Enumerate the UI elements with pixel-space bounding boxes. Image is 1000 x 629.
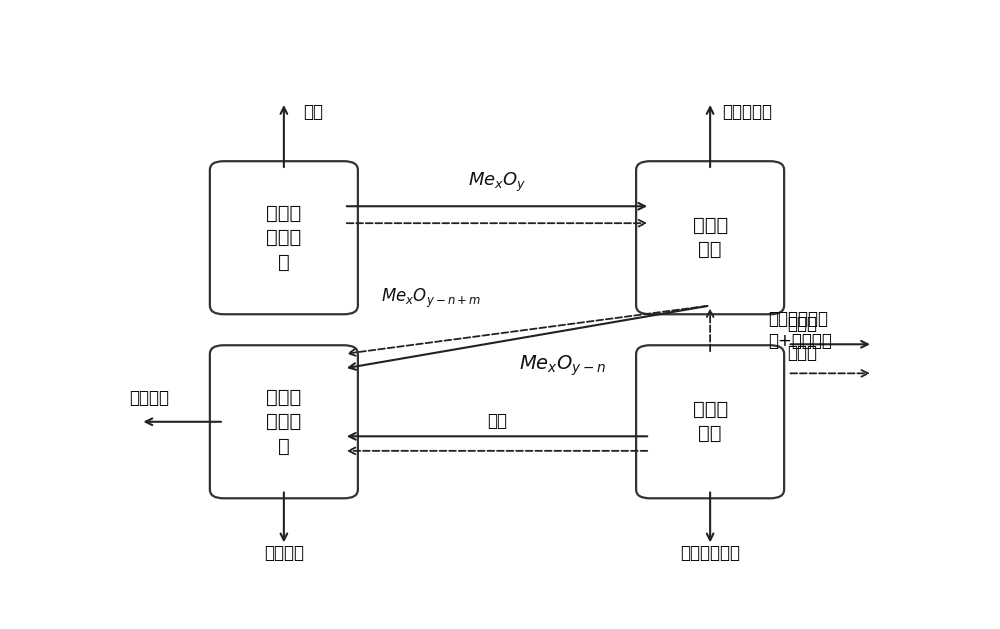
FancyBboxPatch shape: [210, 345, 358, 498]
Text: 二氧化碳: 二氧化碳: [264, 543, 304, 562]
Text: 富氢合成气: 富氢合成气: [722, 103, 772, 121]
Text: 一氧化碳: 一氧化碳: [129, 389, 169, 407]
Text: 物质流: 物质流: [788, 344, 818, 362]
Text: $\mathit{Me_xO_{y-n+m}}$: $\mathit{Me_xO_{y-n+m}}$: [381, 287, 481, 310]
FancyBboxPatch shape: [636, 161, 784, 314]
Text: 尾气: 尾气: [303, 103, 323, 121]
Text: 焦炭: 焦炭: [487, 412, 507, 430]
Text: 挥发份（大分
子+小分子）: 挥发份（大分 子+小分子）: [768, 309, 832, 350]
FancyBboxPatch shape: [210, 161, 358, 314]
Text: 热解反
应器: 热解反 应器: [692, 400, 728, 443]
Text: $\mathit{Me_xO_{y-n}}$: $\mathit{Me_xO_{y-n}}$: [519, 354, 607, 379]
Text: $\mathit{Me_xO_y}$: $\mathit{Me_xO_y}$: [468, 171, 526, 194]
Text: 二级再
生反应
器: 二级再 生反应 器: [266, 204, 302, 272]
Text: 一级再
生反应
器: 一级再 生反应 器: [266, 388, 302, 455]
FancyBboxPatch shape: [636, 345, 784, 498]
Text: 能量流: 能量流: [788, 315, 818, 333]
Text: 重整反
应器: 重整反 应器: [692, 216, 728, 259]
Text: 碳基固体燃料: 碳基固体燃料: [680, 543, 740, 562]
